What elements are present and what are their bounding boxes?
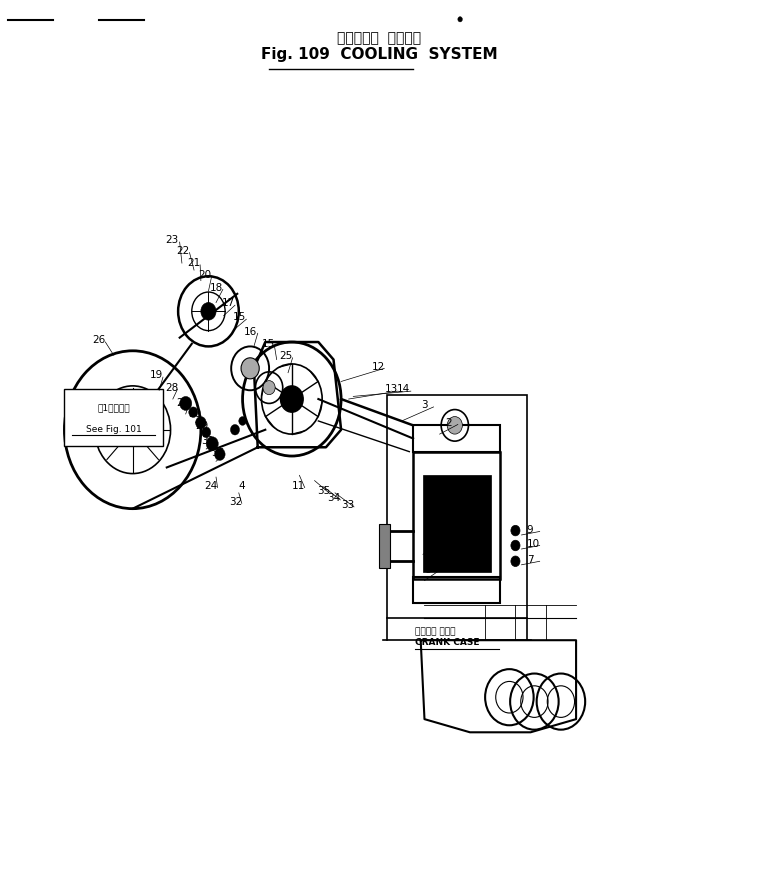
Text: 17: 17	[221, 298, 234, 309]
Circle shape	[202, 427, 211, 438]
Circle shape	[280, 386, 303, 412]
Circle shape	[511, 556, 520, 567]
Circle shape	[180, 396, 192, 410]
Circle shape	[196, 417, 206, 429]
Circle shape	[263, 381, 275, 395]
Text: 8: 8	[424, 565, 431, 575]
Bar	[423, 475, 491, 572]
Text: 2: 2	[445, 417, 452, 428]
Text: Fig. 109  COOLING  SYSTEM: Fig. 109 COOLING SYSTEM	[261, 46, 497, 62]
Text: 4: 4	[239, 481, 246, 491]
Circle shape	[124, 419, 142, 440]
Circle shape	[189, 407, 198, 417]
Text: 15: 15	[262, 339, 274, 349]
Circle shape	[241, 358, 259, 379]
Text: 30: 30	[188, 409, 201, 419]
Text: 10: 10	[527, 538, 540, 549]
Text: 26: 26	[92, 335, 105, 346]
Text: 20: 20	[199, 270, 211, 281]
Bar	[413, 425, 500, 452]
Bar	[413, 452, 500, 579]
Circle shape	[201, 303, 216, 320]
Text: 33: 33	[341, 500, 354, 510]
Bar	[379, 524, 390, 568]
Text: 7: 7	[527, 554, 534, 565]
Text: クランク ケース: クランク ケース	[415, 627, 456, 636]
Circle shape	[458, 17, 462, 22]
Text: 16: 16	[244, 326, 257, 337]
Circle shape	[119, 414, 146, 446]
Text: 32: 32	[229, 496, 242, 507]
Text: 12: 12	[371, 361, 384, 372]
Text: 34: 34	[327, 493, 340, 503]
Text: 35: 35	[317, 486, 330, 496]
Text: 15: 15	[233, 312, 246, 323]
Text: 21: 21	[187, 258, 200, 268]
Text: 18: 18	[210, 282, 223, 293]
Circle shape	[511, 525, 520, 536]
Circle shape	[215, 448, 225, 460]
Text: 25: 25	[279, 351, 292, 361]
Text: い1は図参照: い1は図参照	[97, 403, 130, 413]
Text: 5: 5	[432, 519, 439, 530]
Text: 31: 31	[201, 436, 214, 446]
Circle shape	[511, 540, 520, 551]
Circle shape	[206, 437, 218, 451]
Text: CRANK CASE: CRANK CASE	[415, 638, 480, 647]
Text: 29: 29	[196, 421, 208, 431]
Text: 28: 28	[165, 382, 178, 393]
Text: 22: 22	[176, 246, 189, 256]
Text: クーリング  システム: クーリング システム	[337, 31, 421, 45]
Bar	[387, 395, 527, 618]
Text: 36: 36	[211, 448, 224, 459]
FancyBboxPatch shape	[64, 389, 163, 446]
Text: 19: 19	[150, 370, 163, 381]
Text: 11: 11	[292, 481, 305, 491]
Text: 13: 13	[385, 384, 398, 395]
Text: See Fig. 101: See Fig. 101	[86, 425, 142, 434]
Text: 27: 27	[176, 398, 189, 409]
Text: 14: 14	[397, 384, 410, 395]
Text: 9: 9	[527, 524, 534, 535]
Text: 6: 6	[428, 538, 435, 549]
Circle shape	[230, 424, 240, 435]
Text: 24: 24	[205, 481, 218, 491]
Text: 23: 23	[165, 235, 178, 246]
Text: 3: 3	[421, 400, 428, 410]
Bar	[413, 577, 500, 603]
Circle shape	[447, 417, 462, 434]
Circle shape	[239, 417, 246, 425]
